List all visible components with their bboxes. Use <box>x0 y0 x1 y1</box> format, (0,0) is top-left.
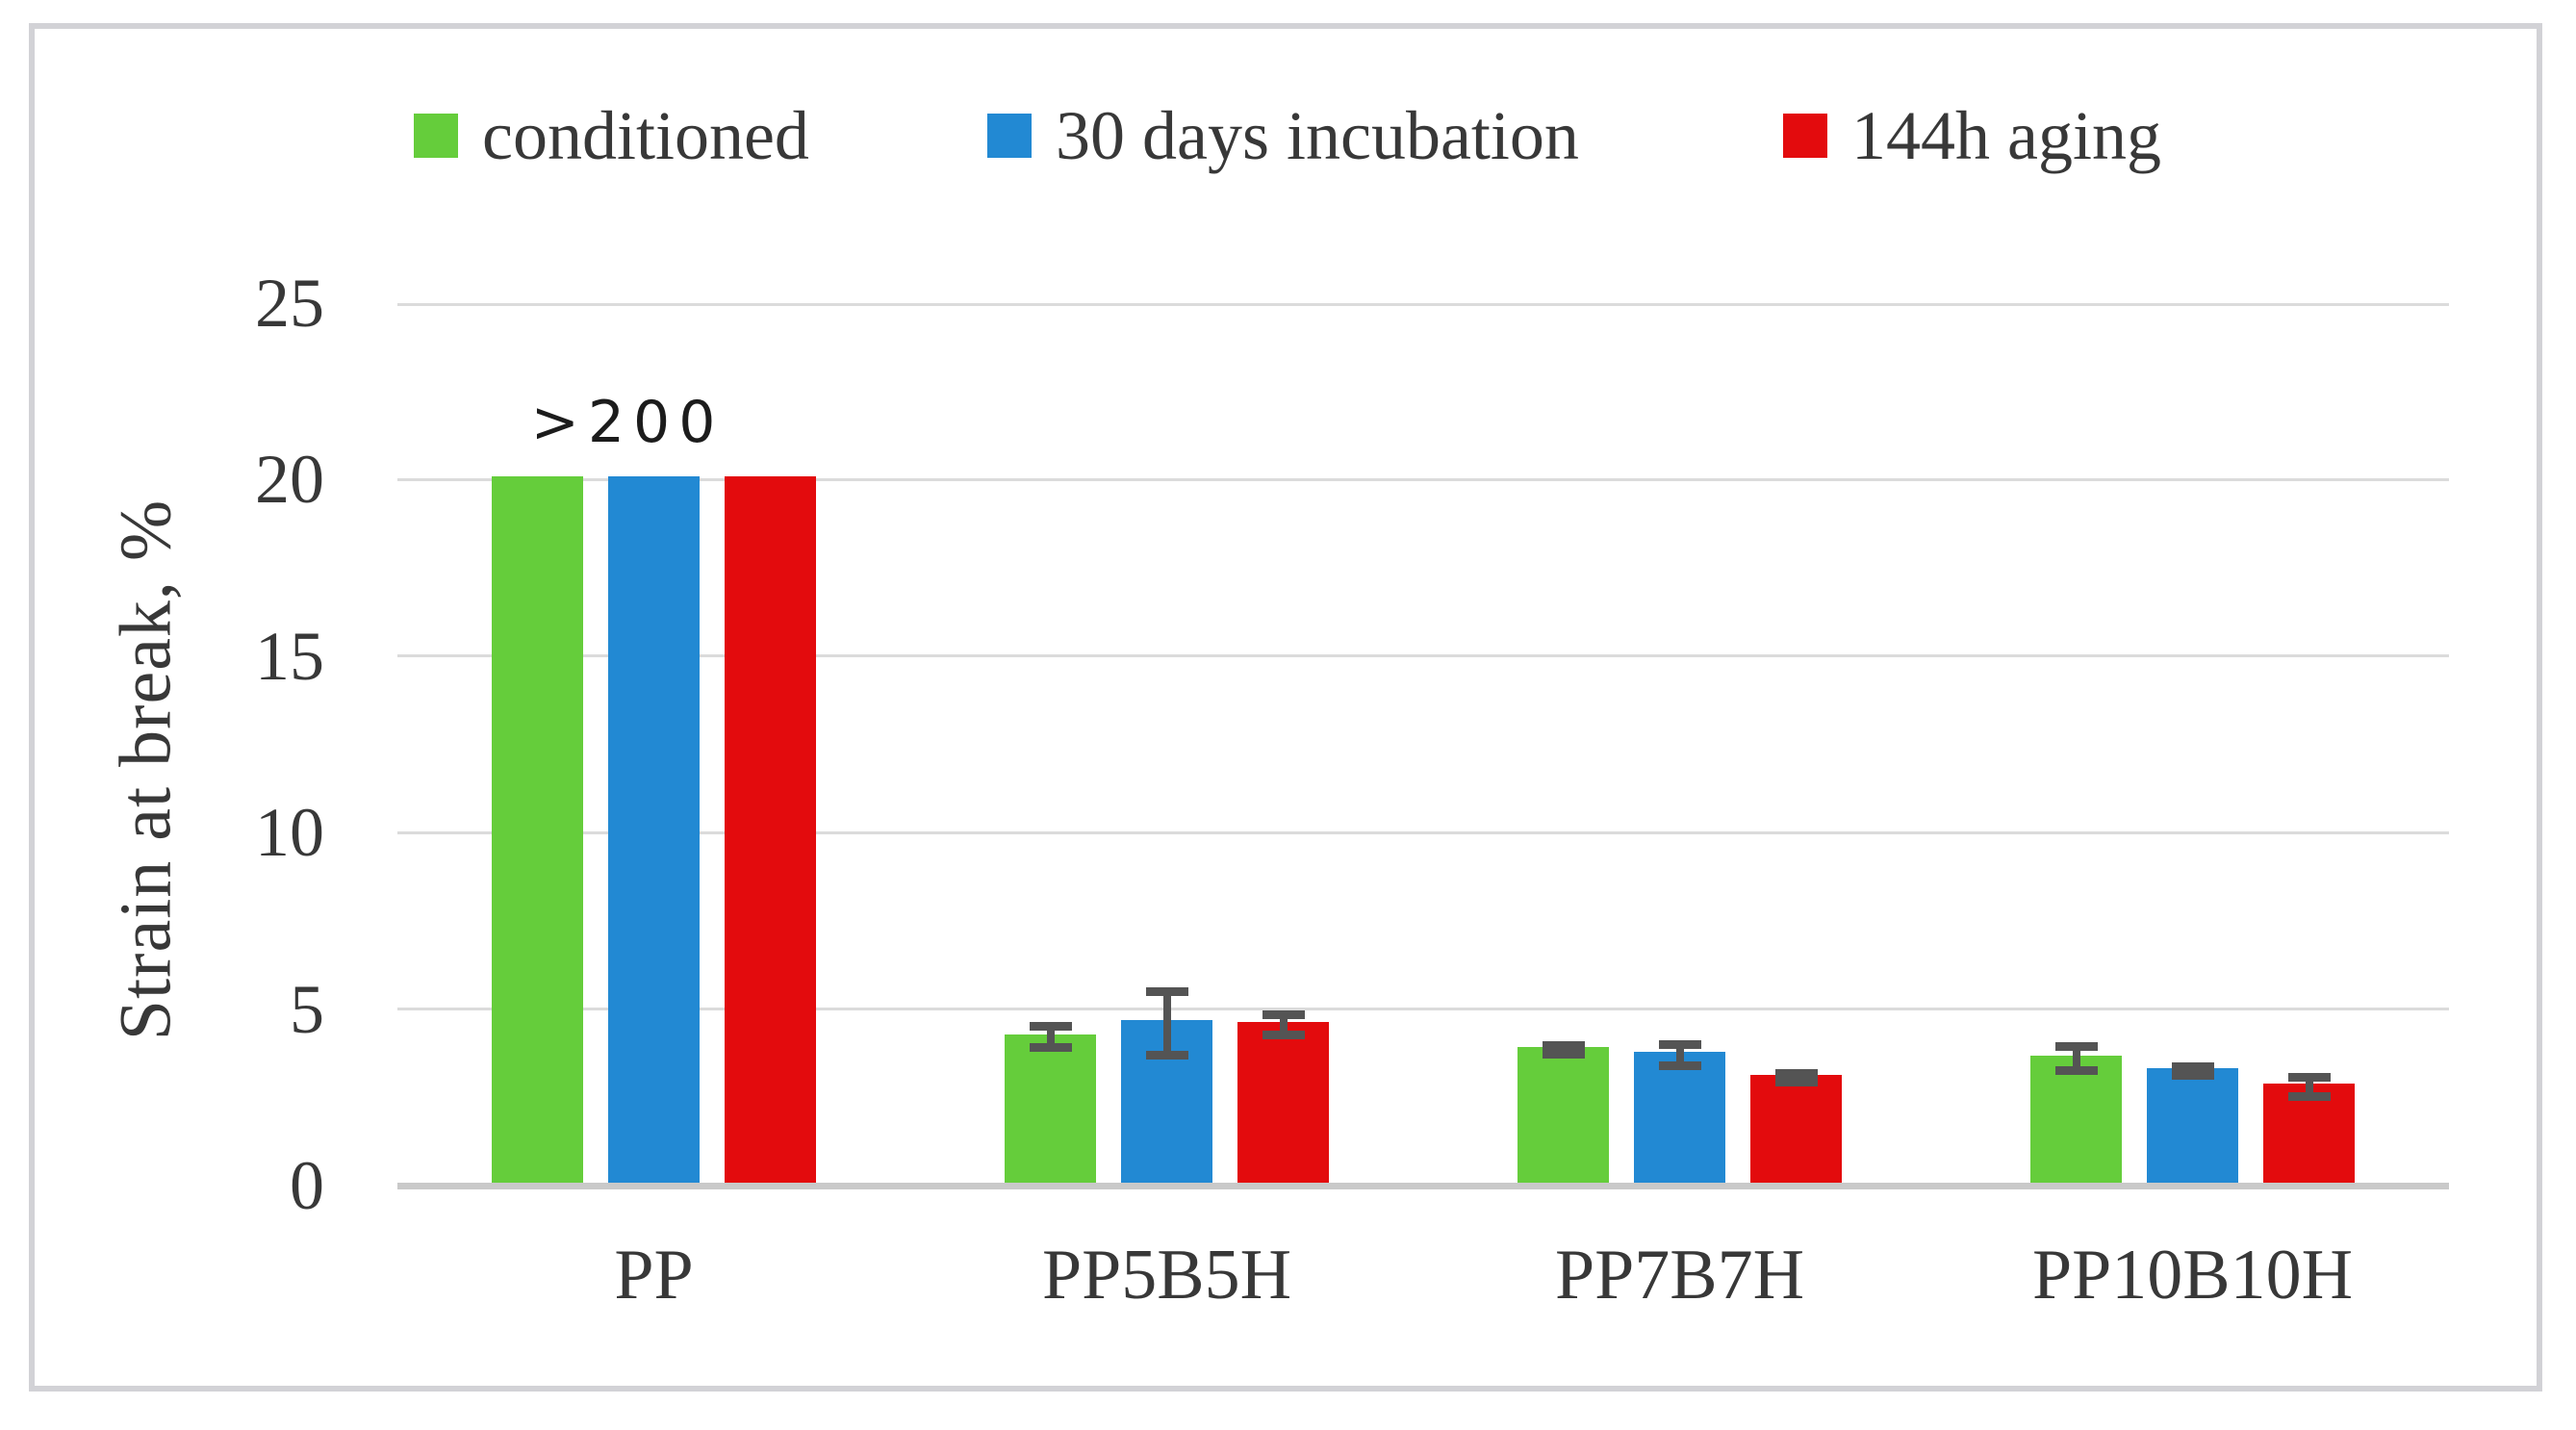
ytick-label-15: 15 <box>255 617 324 695</box>
error-bar-30-days-incubation-PP5B5H-bottom-cap <box>1145 1050 1188 1060</box>
legend-label-conditioned: conditioned <box>482 97 809 174</box>
error-bar-conditioned-PP7B7H-top-cap <box>1542 1040 1585 1050</box>
gridline-20 <box>397 477 2449 481</box>
error-bar-conditioned-PP10B10H-top-cap <box>2054 1042 2098 1052</box>
ytick-label-20: 20 <box>255 441 324 519</box>
legend-label-144h-aging: 144h aging <box>1851 97 2161 174</box>
bar-144h-aging-PP7B7H <box>1750 1075 1842 1183</box>
bar-conditioned-PP <box>492 476 583 1183</box>
x-label-PP10B10H: PP10B10H <box>2031 1236 2354 1315</box>
error-bar-conditioned-PP7B7H-bottom-cap <box>1542 1049 1585 1059</box>
figure-border <box>29 23 2542 1392</box>
error-bar-30-days-incubation-PP7B7H-top-cap <box>1658 1039 1701 1049</box>
plot-area <box>397 303 2449 1189</box>
error-bar-30-days-incubation-PP7B7H-bottom-cap <box>1658 1060 1701 1070</box>
ytick-label-25: 25 <box>255 265 324 342</box>
bar-conditioned-PP10B10H <box>2030 1055 2122 1183</box>
error-bar-30-days-incubation-PP5B5H-top-cap <box>1145 986 1188 996</box>
error-bar-144h-aging-PP5B5H-top-cap <box>1262 1010 1305 1020</box>
bar-30-days-incubation-PP10B10H <box>2147 1067 2238 1183</box>
error-bar-144h-aging-PP10B10H-top-cap <box>2287 1072 2331 1082</box>
y-axis-title: Strain at break, % <box>105 498 187 1041</box>
x-label-PP: PP <box>614 1236 694 1315</box>
gridline-25 <box>397 303 2449 306</box>
error-bar-conditioned-PP5B5H <box>1046 1026 1055 1048</box>
ytick-label-5: 5 <box>290 970 324 1048</box>
annotation-gt200: >200 <box>530 389 725 456</box>
legend-item-144h-aging: 144h aging <box>1783 100 2161 171</box>
bar-144h-aging-PP <box>725 476 816 1183</box>
legend-item-30-days-incubation: 30 days incubation <box>987 100 1579 171</box>
legend-swatch-144h-aging <box>1783 114 1827 158</box>
error-bar-conditioned-PP5B5H-top-cap <box>1029 1022 1072 1032</box>
error-bar-144h-aging-PP10B10H <box>2305 1077 2313 1097</box>
bar-conditioned-PP7B7H <box>1518 1046 1609 1183</box>
error-bar-144h-aging-PP5B5H-bottom-cap <box>1262 1030 1305 1039</box>
error-bar-conditioned-PP10B10H <box>2072 1046 2080 1071</box>
error-bar-144h-aging-PP7B7H-bottom-cap <box>1774 1078 1818 1087</box>
error-bar-30-days-incubation-PP10B10H-bottom-cap <box>2171 1070 2214 1080</box>
gridline-5 <box>397 1008 2449 1011</box>
error-bar-conditioned-PP5B5H-bottom-cap <box>1029 1043 1072 1053</box>
legend-swatch-conditioned <box>414 114 458 158</box>
legend-label-30-days-incubation: 30 days incubation <box>1056 97 1579 174</box>
ytick-label-0: 0 <box>290 1147 324 1224</box>
bar-30-days-incubation-PP7B7H <box>1634 1052 1725 1183</box>
error-bar-conditioned-PP10B10H-bottom-cap <box>2054 1065 2098 1075</box>
x-label-PP7B7H: PP7B7H <box>1554 1236 1805 1315</box>
x-label-PP5B5H: PP5B5H <box>1041 1236 1292 1315</box>
x-axis-line <box>397 1183 2449 1189</box>
bar-144h-aging-PP5B5H <box>1237 1022 1329 1183</box>
legend-item-conditioned: conditioned <box>414 100 809 171</box>
error-bar-30-days-incubation-PP10B10H-top-cap <box>2171 1061 2214 1071</box>
ytick-label-10: 10 <box>255 794 324 872</box>
gridline-15 <box>397 654 2449 658</box>
error-bar-144h-aging-PP5B5H <box>1279 1014 1288 1035</box>
bar-conditioned-PP5B5H <box>1005 1034 1096 1183</box>
legend-swatch-30-days-incubation <box>987 114 1032 158</box>
error-bar-144h-aging-PP7B7H-top-cap <box>1774 1069 1818 1079</box>
error-bar-30-days-incubation-PP7B7H <box>1675 1044 1684 1066</box>
bar-30-days-incubation-PP <box>608 476 700 1183</box>
error-bar-30-days-incubation-PP5B5H <box>1162 991 1171 1056</box>
gridline-10 <box>397 830 2449 834</box>
error-bar-144h-aging-PP10B10H-bottom-cap <box>2287 1091 2331 1101</box>
